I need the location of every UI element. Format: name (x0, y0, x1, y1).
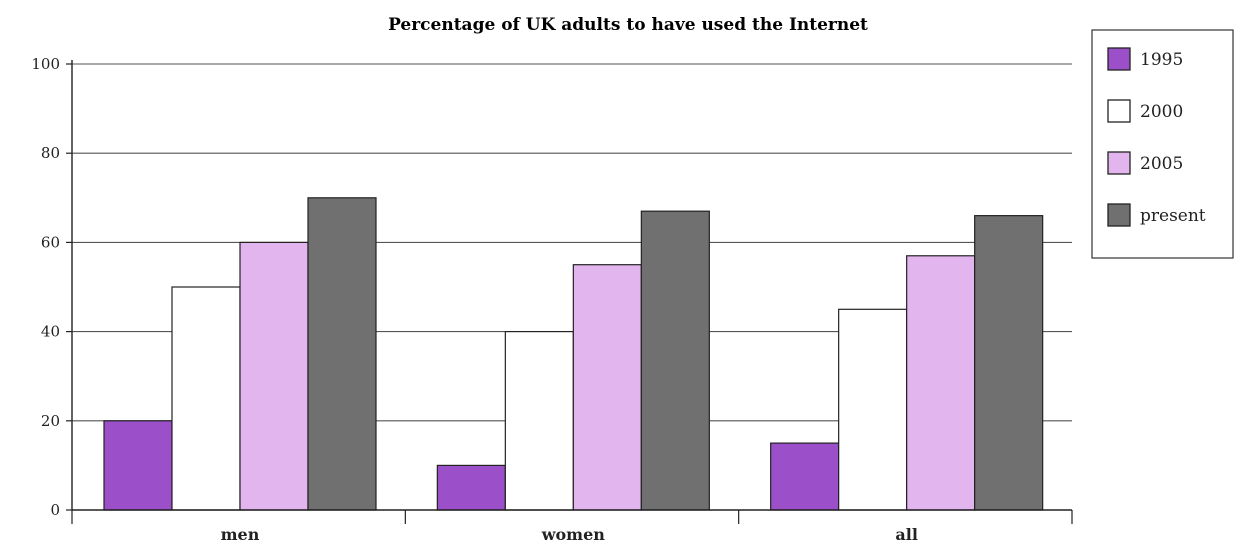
bar-2005-men (239, 241, 309, 511)
y-tick-label: 40 (41, 323, 60, 341)
legend-swatch-2000 (1107, 99, 1131, 123)
x-tick-label: women (541, 525, 606, 544)
bar-present-all (974, 215, 1044, 511)
legend-label-2000: 2000 (1140, 102, 1183, 122)
x-tick-label: all (895, 525, 918, 544)
y-tick-label: 60 (41, 233, 60, 251)
x-tick-labels: men women all (221, 525, 918, 544)
legend-label-present: present (1140, 206, 1206, 226)
bar-2005-all (906, 255, 976, 511)
bar-present-men (307, 197, 377, 511)
bar-1995-women (436, 464, 506, 511)
legend-swatch-present (1107, 203, 1131, 227)
bar-2000-all (838, 308, 908, 511)
bar-2000-men (171, 286, 241, 511)
y-tick-label: 100 (31, 55, 60, 73)
bar-1995-all (770, 442, 840, 511)
bar-2000-women (504, 331, 574, 511)
bars (103, 197, 1044, 511)
y-tick-labels: 0 20 40 60 80 100 (31, 55, 60, 519)
y-tick-label: 20 (41, 412, 60, 430)
bar-present-women (640, 210, 710, 511)
chart-title: Percentage of UK adults to have used the… (388, 15, 868, 35)
legend-label-1995: 1995 (1140, 50, 1183, 70)
legend-swatch-1995 (1107, 47, 1131, 71)
legend: 1995 2000 2005 present (1091, 29, 1234, 259)
x-tick-label: men (221, 525, 260, 544)
y-tick-label: 0 (50, 501, 60, 519)
legend-label-2005: 2005 (1140, 154, 1183, 174)
bar-2005-women (572, 264, 642, 511)
legend-swatch-2005 (1107, 151, 1131, 175)
axes (66, 60, 1073, 524)
bar-1995-men (103, 420, 173, 511)
y-tick-label: 80 (41, 144, 60, 162)
